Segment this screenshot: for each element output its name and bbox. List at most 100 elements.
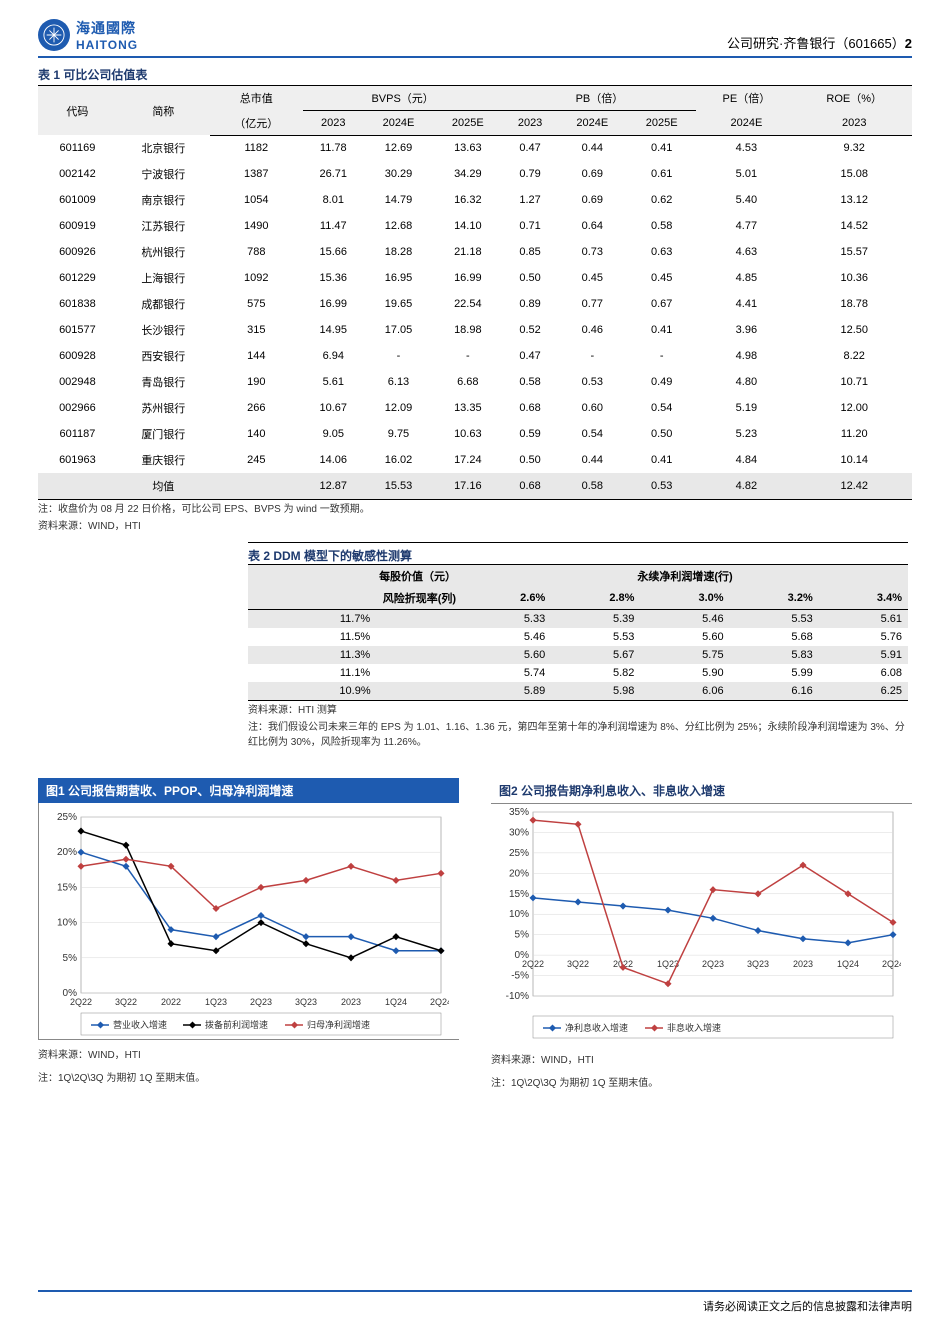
table-cell: 5.40 [696,187,796,213]
table-cell: 1.27 [503,187,558,213]
table-cell: 18.78 [796,291,912,317]
table-cell: 002142 [38,161,117,187]
table-cell: 11.1% [248,664,462,682]
table-cell: 江苏银行 [117,213,210,239]
svg-text:10%: 10% [57,918,77,929]
logo-cn: 海通國際 [76,18,138,38]
table-cell: 苏州银行 [117,395,210,421]
table-cell: 10.63 [433,421,502,447]
table-cell: 13.12 [796,187,912,213]
table-cell: 5.53 [730,610,819,629]
table-cell: 5.46 [462,628,551,646]
table-cell: 11.7% [248,610,462,629]
table-cell: 0.41 [627,317,696,343]
table-row: 11.1%5.745.825.905.996.08 [248,664,908,682]
t1-h-mktcap: 总市值 [210,86,303,111]
table-cell: 0.54 [558,421,627,447]
chart1-svg: 0%5%10%15%20%25%2Q223Q2220221Q232Q233Q23… [39,809,449,1039]
t2-rowlabel: 风险折现率(列) [248,587,462,610]
table-cell: 601838 [38,291,117,317]
chart1-title: 图1 公司报告期营收、PPOP、归母净利润增速 [38,778,459,803]
table-cell: 9.32 [796,135,912,161]
table-cell: 5.74 [462,664,551,682]
chart2-note2: 注：1Q\2Q\3Q 为期初 1Q 至期末值。 [491,1076,912,1091]
table-cell: 0.73 [558,239,627,265]
svg-text:3Q22: 3Q22 [115,997,137,1007]
table-cell: 5.60 [640,628,729,646]
table-cell: 5.19 [696,395,796,421]
logo-en: HAITONG [76,38,138,52]
table-cell: 杭州银行 [117,239,210,265]
table-cell: 601169 [38,135,117,161]
table-cell: 1490 [210,213,303,239]
svg-text:净利息收入增速: 净利息收入增速 [565,1022,628,1033]
table-cell: 600919 [38,213,117,239]
table-cell: 19.65 [364,291,433,317]
table-cell: 上海银行 [117,265,210,291]
table1-note2: 资料来源：WIND，HTI [38,519,912,534]
header-right-prefix: 公司研究·齐鲁银行（ [727,36,848,51]
table-cell: 4.63 [696,239,796,265]
table-cell: 12.09 [364,395,433,421]
chart1-note1: 资料来源：WIND，HTI [38,1048,459,1063]
svg-text:2Q24: 2Q24 [882,959,901,969]
table-cell: 4.82 [696,473,796,500]
table-row: 11.5%5.465.535.605.685.76 [248,628,908,646]
table-cell: 144 [210,343,303,369]
table-cell: 0.71 [503,213,558,239]
table-cell: 5.23 [696,421,796,447]
svg-text:1Q24: 1Q24 [837,959,859,969]
table-cell: 0.45 [627,265,696,291]
table-cell: 245 [210,447,303,473]
table-cell: 600926 [38,239,117,265]
svg-text:15%: 15% [57,882,77,893]
table-cell: 5.60 [462,646,551,664]
table-cell: 4.98 [696,343,796,369]
table-cell: 北京银行 [117,135,210,161]
table-cell: 17.05 [364,317,433,343]
t1-h-name: 简称 [117,86,210,136]
table-cell: 11.5% [248,628,462,646]
table-cell: 6.68 [433,369,502,395]
table-cell: 0.89 [503,291,558,317]
table-cell: 3.96 [696,317,796,343]
table-cell: 0.68 [503,395,558,421]
table-cell: 575 [210,291,303,317]
chart2-title: 图2 公司报告期净利息收入、非息收入增速 [491,778,912,804]
svg-text:15%: 15% [509,889,529,900]
table-cell: 14.10 [433,213,502,239]
table-cell: 15.66 [303,239,364,265]
svg-text:3Q22: 3Q22 [567,959,589,969]
table2-note2: 注：我们假设公司未来三年的 EPS 为 1.01、1.16、1.36 元，第四年… [248,720,908,750]
svg-text:2Q24: 2Q24 [430,997,449,1007]
table-cell: 11.3% [248,646,462,664]
table-cell: 16.32 [433,187,502,213]
table-cell: 30.29 [364,161,433,187]
table-cell: 601963 [38,447,117,473]
table-cell: 34.29 [433,161,502,187]
table-cell: 12.42 [796,473,912,500]
svg-text:3Q23: 3Q23 [295,997,317,1007]
table-cell: 5.89 [462,682,551,701]
table-cell: 0.69 [558,161,627,187]
table-cell: 1054 [210,187,303,213]
svg-text:营业收入增速: 营业收入增速 [113,1019,167,1030]
t1-sh-3: 2023 [503,111,558,136]
table-cell: 002966 [38,395,117,421]
table-cell: 5.90 [640,664,729,682]
table-cell: 0.44 [558,135,627,161]
table-cell: 140 [210,421,303,447]
table-cell: 1182 [210,135,303,161]
table-cell: 10.36 [796,265,912,291]
table-cell: 0.64 [558,213,627,239]
table-cell: 17.16 [433,473,502,500]
table-cell: 6.16 [730,682,819,701]
svg-text:2023: 2023 [341,997,361,1007]
table-row: 10.9%5.895.986.066.166.25 [248,682,908,701]
chart2-note1: 资料来源：WIND，HTI [491,1053,912,1068]
table-cell: 16.95 [364,265,433,291]
table1-title: 表 1 可比公司估值表 [38,66,912,83]
t2-h-right: 永续净利润增速(行) [462,565,908,588]
table-cell: 788 [210,239,303,265]
svg-text:30%: 30% [509,827,529,838]
